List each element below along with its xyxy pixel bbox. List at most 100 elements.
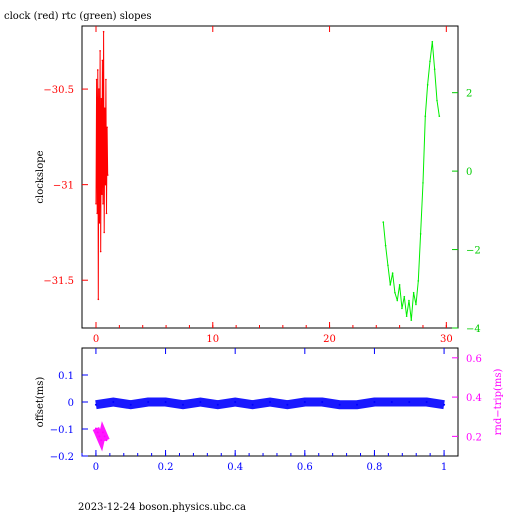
data-point-rtc: [424, 115, 427, 118]
data-point-offset: [356, 403, 359, 406]
slopes-ticks: [82, 26, 458, 329]
data-point-offset: [425, 401, 428, 403]
data-point-clock: [99, 250, 102, 253]
x-tick-label: 1: [441, 462, 447, 473]
slopes-series-layer: [95, 30, 441, 321]
series-band-rndtrip: [92, 421, 110, 452]
y2-tick-label: 0.2: [466, 432, 482, 443]
data-point-rtc: [396, 299, 399, 302]
data-point-clock: [101, 193, 103, 196]
data-point-clock: [102, 30, 105, 33]
data-point-rndtrip: [98, 435, 101, 438]
data-point-offset: [234, 401, 237, 403]
footer-host-date: 2023-12-24 boson.physics.ubc.ca: [78, 502, 246, 512]
x-tick-label: 0.6: [297, 462, 313, 473]
offset-y-axis-label: offset(ms): [35, 377, 46, 428]
offset-ticks: [81, 348, 458, 457]
data-point-rtc: [398, 284, 401, 286]
data-point-offset: [269, 401, 271, 403]
x-tick-label: 20: [323, 334, 336, 345]
data-point-rtc: [410, 319, 413, 321]
data-point-rtc: [382, 221, 385, 223]
data-point-clock: [104, 183, 107, 186]
data-point-clock: [101, 59, 104, 62]
y-tick-label: 0.1: [58, 371, 74, 382]
data-point-rtc: [412, 291, 415, 294]
data-point-offset: [303, 401, 306, 403]
y2-tick-label: 0: [466, 167, 472, 178]
x-tick-label: 0: [93, 334, 99, 345]
data-point-offset: [216, 403, 219, 406]
data-point-rtc: [415, 303, 417, 306]
data-point-clock: [96, 69, 99, 71]
data-point-rtc: [401, 307, 403, 310]
series-line-clock: [95, 31, 109, 300]
data-point-offset: [373, 401, 376, 403]
data-point-rtc: [429, 60, 431, 63]
data-point-offset: [181, 403, 184, 406]
data-point-clock: [103, 107, 106, 109]
data-point-rtc: [394, 291, 396, 294]
offset-plot: 0 0.2 0.4 0.6 0.8 1 0.1 0 −0.1 −0.2 0.6 0.4 0.2 offs…: [35, 347, 504, 473]
y-tick-label: −30.5: [43, 85, 74, 96]
data-point-rndtrip: [96, 431, 99, 434]
data-point-offset: [129, 403, 132, 406]
y-tick-label: −30: [53, 0, 74, 1]
data-point-rtc: [433, 68, 436, 70]
y-tick-label: −0.2: [50, 452, 74, 463]
data-point-rtc: [403, 295, 406, 298]
x-tick-label: 0.8: [366, 462, 382, 473]
data-point-offset: [338, 403, 341, 406]
data-point-clock: [103, 231, 105, 234]
data-point-clock: [100, 97, 103, 100]
data-point-rtc: [391, 272, 394, 274]
data-point-offset: [164, 401, 167, 403]
data-point-clock: [95, 78, 98, 81]
offset-series-layer: [92, 397, 446, 452]
data-point-rtc: [436, 99, 438, 102]
x-tick-label: 30: [440, 334, 453, 345]
data-point-rtc: [387, 264, 389, 267]
data-point-rndtrip: [101, 431, 104, 434]
data-point-clock: [95, 202, 97, 205]
data-point-rtc: [389, 284, 392, 286]
data-point-clock: [99, 50, 101, 52]
y-tick-label: −31.5: [43, 276, 74, 287]
y2-tick-label: −2: [466, 246, 481, 257]
x-tick-label: 10: [206, 334, 219, 345]
data-point-offset: [286, 403, 289, 406]
y2-tick-label: 0.4: [466, 393, 482, 404]
data-point-clock: [97, 298, 100, 301]
offset-tick-labels: 0 0.2 0.4 0.6 0.8 1 0.1 0 −0.1 −0.2 0.6 0.4 0.2: [50, 354, 482, 473]
data-point-offset: [112, 401, 115, 403]
data-point-offset: [251, 403, 254, 406]
data-point-offset: [321, 401, 324, 403]
y2-tick-label: 0.6: [466, 354, 482, 365]
data-point-offset: [199, 401, 202, 403]
data-point-clock: [98, 222, 101, 224]
data-point-offset: [94, 403, 97, 406]
data-point-clock: [98, 88, 100, 90]
data-point-rndtrip: [100, 439, 103, 442]
data-point-rtc: [419, 233, 422, 235]
data-point-rtc: [431, 40, 434, 43]
data-point-clock: [96, 212, 98, 215]
y2-tick-label: 2: [466, 89, 472, 100]
data-point-clock: [105, 212, 108, 215]
data-point-clock: [106, 174, 109, 176]
chart-title: clock (red) rtc (green) slopes: [4, 11, 152, 22]
data-point-offset: [408, 401, 411, 403]
y-tick-label: −31: [53, 181, 74, 192]
series-line-rtc: [382, 41, 440, 321]
data-point-rndtrip: [105, 439, 108, 442]
y-tick-label: −0.1: [50, 425, 74, 436]
data-point-rtc: [384, 244, 387, 247]
data-point-rndtrip: [94, 427, 97, 430]
data-point-rtc: [426, 84, 429, 86]
slopes-plot-frame: [81, 25, 459, 329]
data-point-rndtrip: [103, 435, 106, 438]
x-tick-label: 0.4: [227, 462, 243, 473]
